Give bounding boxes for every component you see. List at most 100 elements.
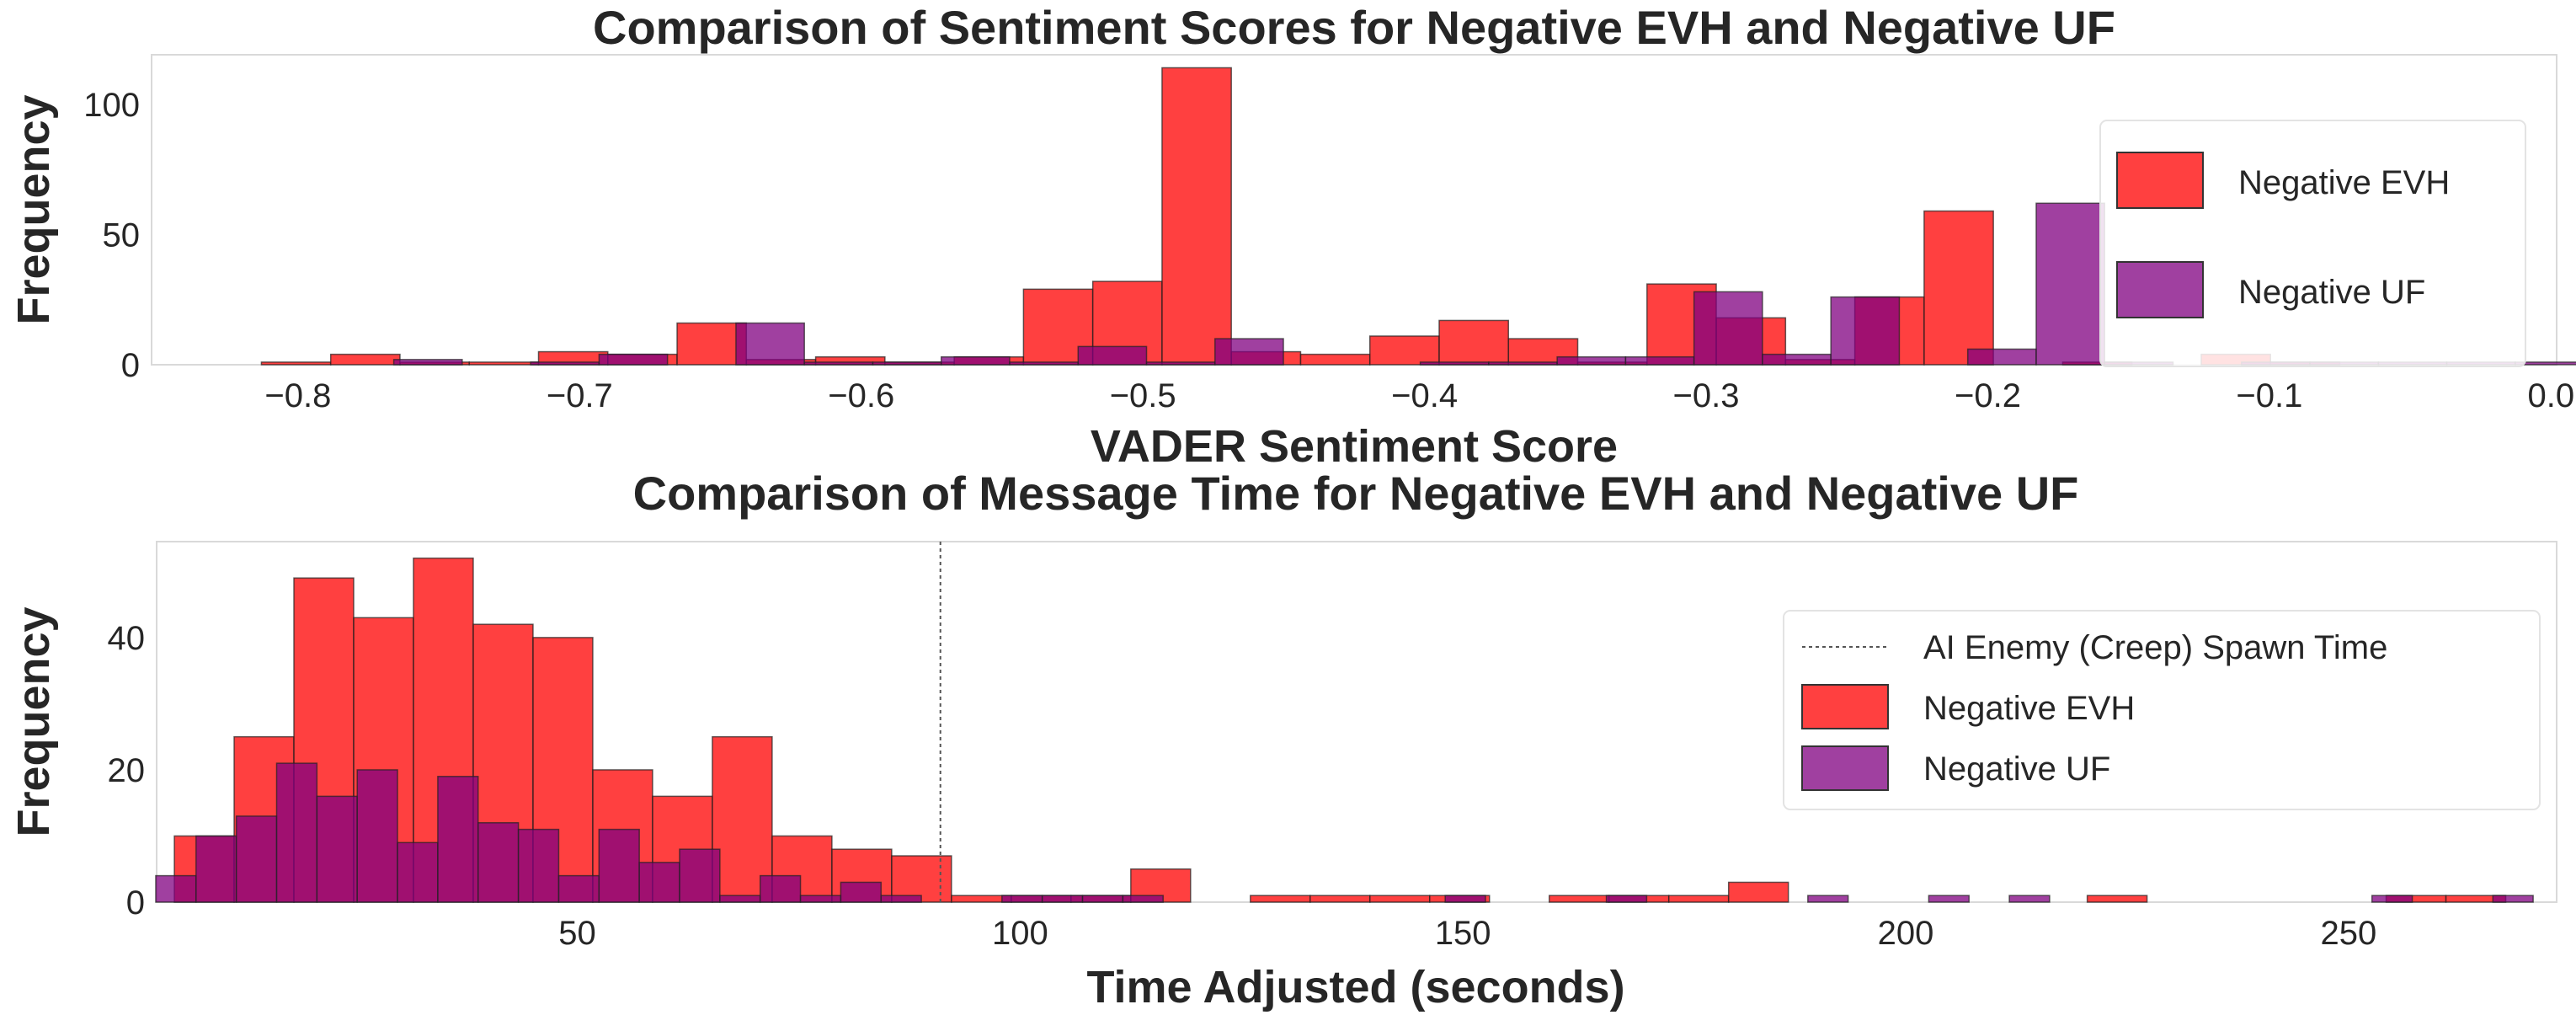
uf-bar bbox=[1488, 361, 1558, 366]
legend-swatch-evh bbox=[1801, 684, 1889, 729]
legend-box bbox=[1783, 610, 2541, 810]
uf-bar bbox=[1605, 895, 1648, 903]
uf-bar bbox=[557, 874, 600, 903]
uf-bar bbox=[940, 355, 1011, 366]
uf-bar bbox=[1419, 361, 1490, 366]
bars bbox=[260, 67, 2576, 366]
evh-bar bbox=[1250, 895, 1311, 903]
evh-bar bbox=[712, 735, 773, 903]
uf-bar bbox=[719, 895, 761, 903]
evh-bar bbox=[1161, 67, 1232, 366]
uf-bar bbox=[1145, 361, 1216, 366]
x-tick-label: −0.6 bbox=[828, 377, 894, 414]
uf-bar bbox=[1077, 345, 1148, 366]
uf-bar bbox=[1444, 895, 1486, 903]
y-axis-label: Frequency bbox=[8, 606, 59, 836]
evh-bar bbox=[1548, 895, 1610, 903]
x-axis-label: Time Adjusted (seconds) bbox=[1086, 962, 1624, 1012]
uf-bar bbox=[803, 361, 874, 366]
x-tick-label: 250 bbox=[2320, 915, 2376, 952]
evh-bar bbox=[1923, 210, 1994, 366]
chart-title: Comparison of Message Time for Negative … bbox=[633, 467, 2079, 520]
evh-bar bbox=[1299, 353, 1371, 366]
x-tick-label: 100 bbox=[992, 915, 1048, 952]
uf-bar bbox=[840, 881, 883, 903]
x-tick-label: −0.3 bbox=[1673, 377, 1740, 414]
legend-label-evh: Negative EVH bbox=[2238, 164, 2450, 201]
uf-bar bbox=[880, 895, 922, 903]
y-tick-label: 100 bbox=[83, 87, 140, 124]
uf-bar bbox=[437, 776, 479, 903]
uf-bar bbox=[1214, 338, 1284, 366]
x-axis-label: VADER Sentiment Score bbox=[1091, 421, 1618, 472]
uf-bar bbox=[392, 359, 463, 366]
uf-bar bbox=[1624, 355, 1695, 366]
uf-bar bbox=[638, 862, 680, 903]
legend-label-evh: Negative EVH bbox=[1923, 690, 2135, 727]
uf-bar bbox=[1009, 361, 1080, 366]
evh-bar bbox=[1309, 895, 1371, 903]
uf-bar bbox=[759, 874, 802, 903]
uf-bar bbox=[679, 848, 721, 903]
legend-label-spawn: AI Enemy (Creep) Spawn Time bbox=[1923, 629, 2387, 666]
uf-bar bbox=[2371, 895, 2413, 903]
sentiment-chart: Comparison of Sentiment Scores for Negat… bbox=[8, 1, 2576, 472]
uf-bar bbox=[1966, 348, 2037, 366]
uf-bar bbox=[598, 828, 640, 903]
x-tick-label: 150 bbox=[1435, 915, 1491, 952]
uf-bar bbox=[517, 828, 560, 903]
uf-bar bbox=[316, 795, 358, 903]
uf-bar bbox=[2035, 202, 2105, 366]
message-time-chart: Comparison of Message Time for Negative … bbox=[8, 467, 2557, 1012]
uf-bar bbox=[1693, 291, 1763, 366]
uf-bar bbox=[356, 769, 398, 903]
x-tick-label: −0.8 bbox=[264, 377, 331, 414]
x-ticks: 50 100 150 200 250 bbox=[558, 915, 2376, 952]
y-tick-label: 50 bbox=[103, 216, 141, 254]
uf-bar bbox=[195, 835, 237, 903]
x-tick-label: 0.0 bbox=[2528, 377, 2575, 414]
evh-bar bbox=[329, 353, 401, 366]
evh-bar bbox=[2086, 895, 2148, 903]
uf-bar bbox=[1762, 353, 1832, 366]
y-tick-label: 40 bbox=[108, 620, 146, 657]
x-tick-label: 200 bbox=[1878, 915, 1934, 952]
uf-bar bbox=[598, 353, 669, 366]
y-tick-label: 20 bbox=[108, 752, 146, 789]
evh-bar bbox=[1438, 319, 1510, 366]
evh-bar bbox=[1667, 895, 1730, 903]
y-ticks: 0 50 100 bbox=[83, 87, 140, 384]
uf-bar bbox=[275, 762, 318, 903]
evh-bar bbox=[1368, 335, 1440, 366]
legend-label-uf: Negative UF bbox=[2238, 274, 2425, 311]
x-tick-label: −0.1 bbox=[2236, 377, 2302, 414]
uf-bar bbox=[799, 895, 842, 903]
x-tick-label: −0.5 bbox=[1110, 377, 1176, 414]
uf-bar bbox=[2008, 895, 2051, 903]
uf-bar bbox=[155, 874, 197, 903]
uf-bar bbox=[2492, 895, 2534, 903]
x-tick-label: 50 bbox=[558, 915, 596, 952]
legend-box bbox=[2099, 120, 2526, 367]
uf-bar bbox=[530, 361, 600, 366]
legend-swatch-evh bbox=[2116, 152, 2204, 209]
legend-label-uf: Negative UF bbox=[1923, 751, 2110, 788]
x-ticks: −0.8 −0.7 −0.6 −0.5 −0.4 −0.3 −0.2 −0.1 0.0 bbox=[264, 377, 2574, 414]
y-axis-label: Frequency bbox=[8, 94, 59, 324]
uf-bar bbox=[1830, 296, 1901, 366]
legend-swatch-uf bbox=[2116, 261, 2204, 318]
uf-bar bbox=[1041, 895, 1084, 903]
evh-bar bbox=[1369, 895, 1431, 903]
x-tick-label: −0.4 bbox=[1391, 377, 1458, 414]
x-tick-label: −0.7 bbox=[547, 377, 613, 414]
uf-bar bbox=[1928, 895, 1970, 903]
y-ticks: 0 20 40 bbox=[108, 620, 146, 922]
bars bbox=[155, 557, 2534, 903]
legend-swatch-uf bbox=[1801, 745, 1889, 791]
x-tick-label: −0.2 bbox=[1955, 377, 2021, 414]
uf-bar bbox=[235, 815, 278, 903]
y-tick-label: 0 bbox=[121, 347, 140, 384]
uf-bar bbox=[1001, 895, 1043, 903]
uf-bar bbox=[1081, 895, 1124, 903]
